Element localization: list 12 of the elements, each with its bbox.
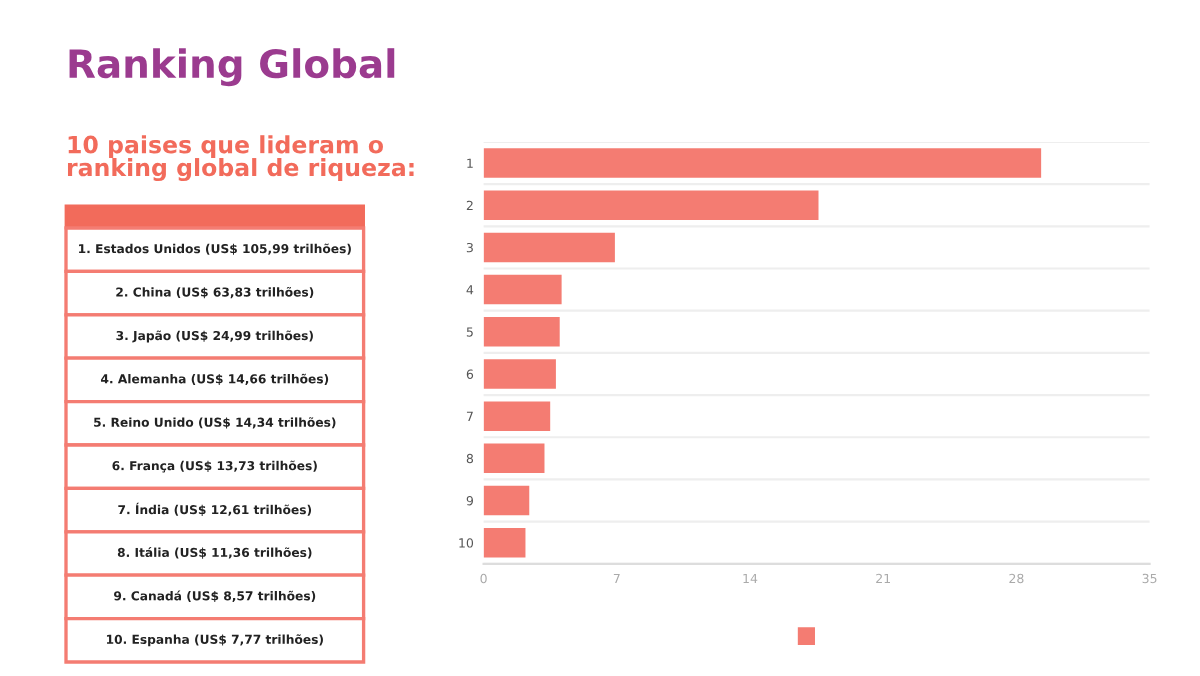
- bar: [483, 274, 562, 305]
- bar: [483, 148, 1042, 178]
- bar: [483, 359, 556, 389]
- bar: [483, 401, 551, 431]
- bar: [483, 317, 560, 347]
- text: 10 paises que lideram o ranking global de riqueza:: [67, 135, 414, 182]
- bar: [483, 232, 615, 263]
- chart-title: Ranking Global: [69, 48, 395, 87]
- bar: [483, 443, 545, 474]
- bar: [483, 190, 819, 220]
- bar: [483, 485, 530, 516]
- bar: [483, 527, 526, 558]
